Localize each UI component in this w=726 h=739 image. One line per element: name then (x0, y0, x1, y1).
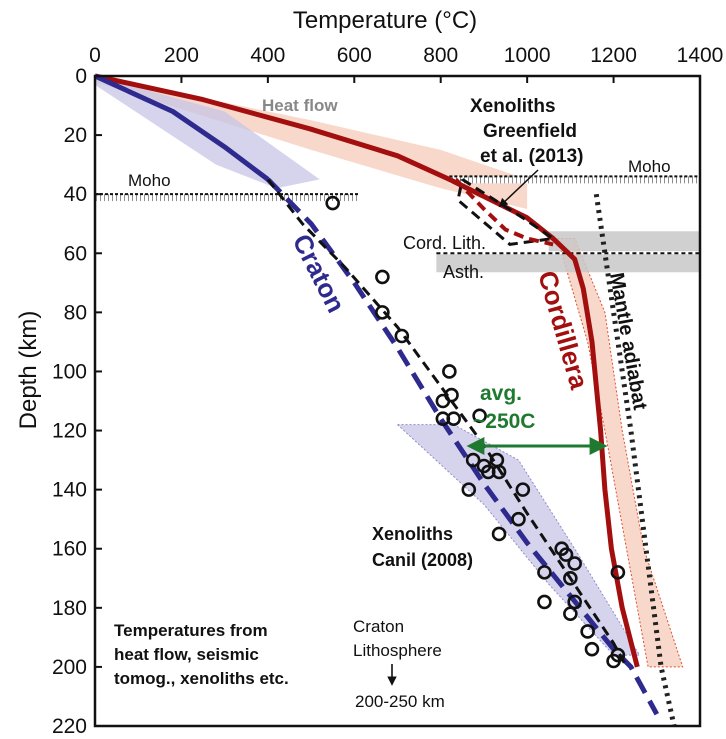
avg-label-1: avg. (480, 382, 522, 405)
xenolith-point (563, 570, 578, 586)
cord-lith-band (548, 231, 700, 252)
xenolith-point (394, 328, 410, 344)
y-tick-label: 140 (52, 479, 87, 502)
xenoliths-canil-label-1: Xenoliths (372, 524, 453, 544)
xenolith-point (515, 482, 531, 497)
reference-layer (95, 175, 700, 273)
xenolith-point (325, 195, 340, 211)
x-tick-label: 600 (337, 44, 372, 67)
moho-left-hatch (95, 194, 359, 202)
x-tick-label: 400 (250, 44, 285, 67)
moho-right-hatch (449, 176, 700, 184)
xenolith-geotherm-dashed-0 (266, 178, 628, 668)
y-tick-label: 40 (64, 183, 87, 206)
series-layer (93, 73, 677, 727)
craton-label: Craton (287, 229, 352, 317)
xenolith-point (558, 547, 574, 562)
xenolith-point (491, 464, 507, 480)
temps-note-line-3: tomog., xenoliths etc. (114, 669, 289, 688)
xenolith-point (537, 565, 552, 580)
xenoliths-greenfield-label-2: Greenfield (483, 121, 577, 142)
band-2 (556, 238, 684, 668)
asth-label: Asth. (443, 262, 484, 282)
craton-lith-label-2: Lithosphere (353, 641, 442, 660)
x-tick-label: 800 (423, 44, 458, 67)
xenolith-point (567, 556, 582, 571)
series-mantle-adiabat (593, 193, 677, 727)
craton-lith-label-3: 200-250 km (355, 692, 445, 711)
y-tick-label: 220 (52, 715, 87, 738)
moho-right-label: Moho (628, 157, 671, 176)
x-tick-label: 1400 (677, 44, 724, 67)
y-axis-title: Depth (km) (15, 311, 42, 430)
y-tick-label: 160 (52, 538, 87, 561)
x-axis-title: Temperature (°C) (293, 7, 477, 34)
y-tick-label: 0 (75, 65, 87, 88)
y-tick-label: 80 (64, 301, 87, 324)
series-cordillera (94, 73, 640, 668)
xenolith-point (472, 408, 487, 424)
xenolith-point (610, 565, 626, 580)
series-craton-solid (93, 73, 270, 182)
temps-note-line-1: Temperatures from (114, 621, 268, 640)
xenolith-point (444, 387, 459, 403)
xenolith-point (511, 511, 526, 527)
temps-note-line-2: heat flow, seismic (114, 645, 259, 664)
y-tick-label: 180 (52, 597, 87, 620)
xenolith-point (375, 305, 390, 320)
x-tick-label: 0 (89, 44, 101, 67)
y-tick-label: 120 (52, 420, 87, 443)
y-tick-label: 20 (64, 124, 87, 147)
xenolith-point (537, 594, 552, 610)
axes-layer: 0 200 400 600 800 1000 1200 1400 0 20 40 60 80 100 120… (52, 44, 723, 738)
xenolith-point (491, 526, 507, 542)
xenolith-point (606, 653, 621, 669)
x-tick-label: 200 (164, 44, 199, 67)
avg-label-2: ~250C (473, 410, 535, 433)
y-tick-label: 200 (52, 656, 87, 679)
xenoliths-greenfield-label-3: et al. (2013) (480, 146, 584, 167)
plot-frame (93, 74, 702, 728)
asth-band (436, 254, 700, 273)
x-tick-label: 1200 (590, 44, 637, 67)
xenolith-point (584, 641, 600, 657)
xenolith-point (446, 411, 461, 427)
series-craton-dashed (266, 177, 659, 716)
xenolith-point (442, 364, 457, 379)
xenolith-points-layer (325, 195, 626, 669)
xenolith-point (580, 624, 595, 639)
x-tick-label: 1000 (504, 44, 551, 67)
cord-lith-label: Cord. Lith. (403, 233, 486, 253)
series-greenfield-dashed (454, 178, 554, 247)
craton-lith-label-1: Craton (353, 617, 404, 636)
y-tick-label: 60 (64, 242, 87, 265)
xenoliths-greenfield-label-1: Xenoliths (470, 96, 556, 117)
xenolith-point (375, 269, 390, 285)
y-tick-label: 100 (52, 360, 87, 383)
xenolith-point (563, 606, 578, 622)
heat-flow-label: Heat flow (262, 96, 338, 115)
greenfield-pointer-arrow (498, 169, 539, 208)
moho-left-label: Moho (128, 171, 171, 190)
xenoliths-canil-label-2: Canil (2008) (372, 550, 473, 570)
xenolith-point (461, 482, 477, 497)
